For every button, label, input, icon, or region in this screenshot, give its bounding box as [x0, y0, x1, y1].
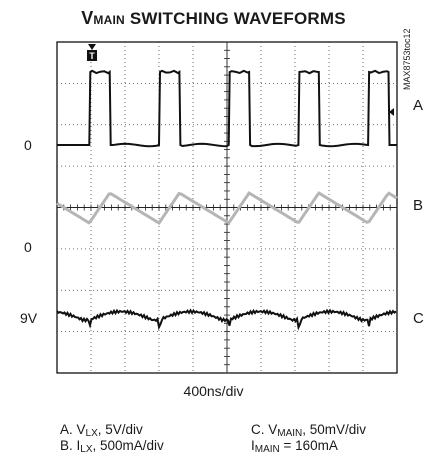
trace-c-output-ripple [57, 310, 396, 327]
ch-c-zero-label: 9V [20, 310, 37, 326]
legend-a-prefix: A. V [60, 422, 86, 437]
ch-a-zero-label: 0 [24, 137, 32, 153]
plot-grid [57, 42, 397, 373]
legend-b-sub: LX [80, 444, 92, 455]
ch-b-zero-label: 0 [24, 239, 32, 255]
scope-id-label: MAX8753toc12 [402, 28, 412, 90]
trigger-arrow [88, 44, 96, 50]
legend-c-prefix: C. V [251, 422, 277, 437]
legend-d-suffix: = 160mA [280, 438, 338, 453]
trigger-letter: T [89, 51, 95, 61]
legend-b-suffix: , 500mA/div [93, 438, 164, 453]
legend-c-suffix: , 50mV/div [302, 422, 366, 437]
x-scale-label: 400ns/div [0, 383, 427, 399]
ch-b-label: B [413, 197, 423, 214]
legend-b-prefix: B. I [60, 438, 80, 453]
ch-a-label: A [413, 97, 423, 114]
ch-c-label: C [413, 310, 424, 327]
legend-a-suffix: , 5V/div [98, 422, 143, 437]
legend-d: IMAIN = 160mA [251, 438, 338, 458]
trigger-marker: T [87, 44, 97, 61]
legend-d-sub: MAIN [255, 444, 280, 455]
legend-b: B. ILX, 500mA/div [60, 438, 164, 458]
